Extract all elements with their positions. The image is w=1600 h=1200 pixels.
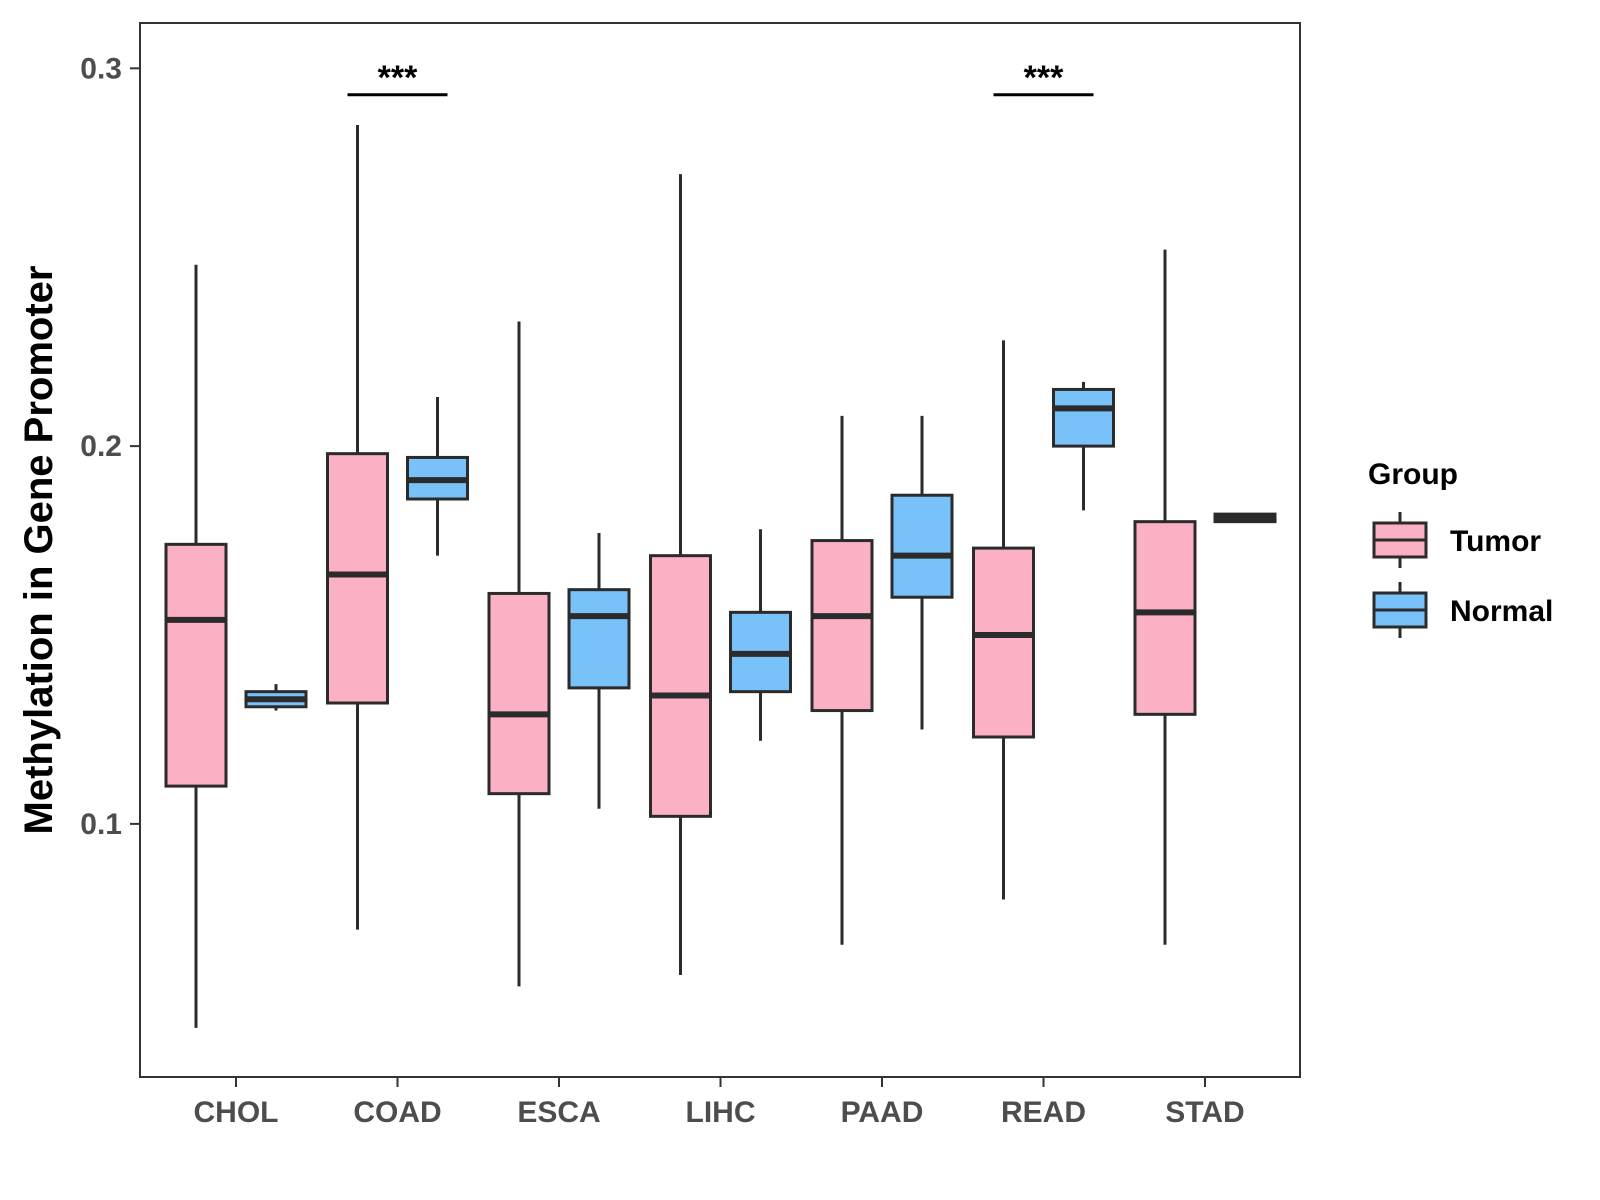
x-tick-label-chol: CHOL [194, 1096, 279, 1129]
box-body [972, 546, 1035, 739]
box-tumor-chol [164, 264, 228, 1028]
box-tumor-esca [487, 321, 551, 987]
legend-label-tumor: Tumor [1450, 525, 1541, 558]
box-normal-paad [890, 415, 954, 730]
legend: Group Tumor Normal [1368, 458, 1553, 638]
y-tick-label: 0.2 [80, 430, 122, 463]
y-axis: 0.1 0.2 0.3 [80, 52, 140, 841]
box-body [487, 591, 551, 796]
box-body [810, 539, 874, 713]
box-normal-stad [1213, 512, 1277, 524]
x-tick-label-esca: ESCA [517, 1096, 600, 1129]
box-body [1052, 387, 1115, 448]
x-tick-label-lihc: LIHC [686, 1096, 756, 1129]
box-body [164, 542, 228, 788]
x-tick-label-paad: PAAD [841, 1096, 924, 1129]
box-normal-chol [244, 684, 308, 711]
box-tumor-paad [810, 415, 874, 945]
box-tumor-read [972, 340, 1035, 900]
box-tumor-lihc [649, 174, 712, 975]
significance-label: *** [1024, 59, 1064, 97]
plot-panel [139, 22, 1301, 1078]
box-body [1133, 520, 1197, 716]
box-tumor-stad [1133, 249, 1197, 945]
x-tick-label-stad: STAD [1165, 1096, 1244, 1129]
box-normal-coad [406, 397, 469, 556]
y-tick-label: 0.1 [80, 808, 122, 841]
x-tick-label-read: READ [1001, 1096, 1086, 1129]
legend-item-tumor: Tumor [1372, 512, 1541, 568]
x-axis: CHOL COAD ESCA LIHC PAAD READ STAD [194, 1077, 1245, 1129]
x-tick-label-coad: COAD [353, 1096, 441, 1129]
box-body [649, 554, 712, 818]
box-normal-read [1052, 381, 1115, 511]
box-normal-lihc [729, 529, 792, 741]
box-body [890, 493, 954, 599]
legend-item-normal: Normal [1372, 582, 1553, 638]
legend-title: Group [1368, 458, 1458, 491]
y-tick-label: 0.3 [80, 52, 122, 85]
legend-label-normal: Normal [1450, 595, 1553, 628]
box-tumor-coad [326, 125, 389, 930]
y-axis-title: Methylation in Gene Promoter [17, 266, 61, 835]
significance-read: *** [993, 59, 1094, 97]
box-normal-esca [567, 533, 631, 809]
significance-annotations: *** *** [347, 59, 1094, 97]
box-body [567, 588, 631, 690]
significance-coad: *** [347, 59, 448, 97]
significance-label: *** [378, 59, 418, 97]
box-body [326, 452, 389, 705]
box-series [164, 125, 1277, 1028]
